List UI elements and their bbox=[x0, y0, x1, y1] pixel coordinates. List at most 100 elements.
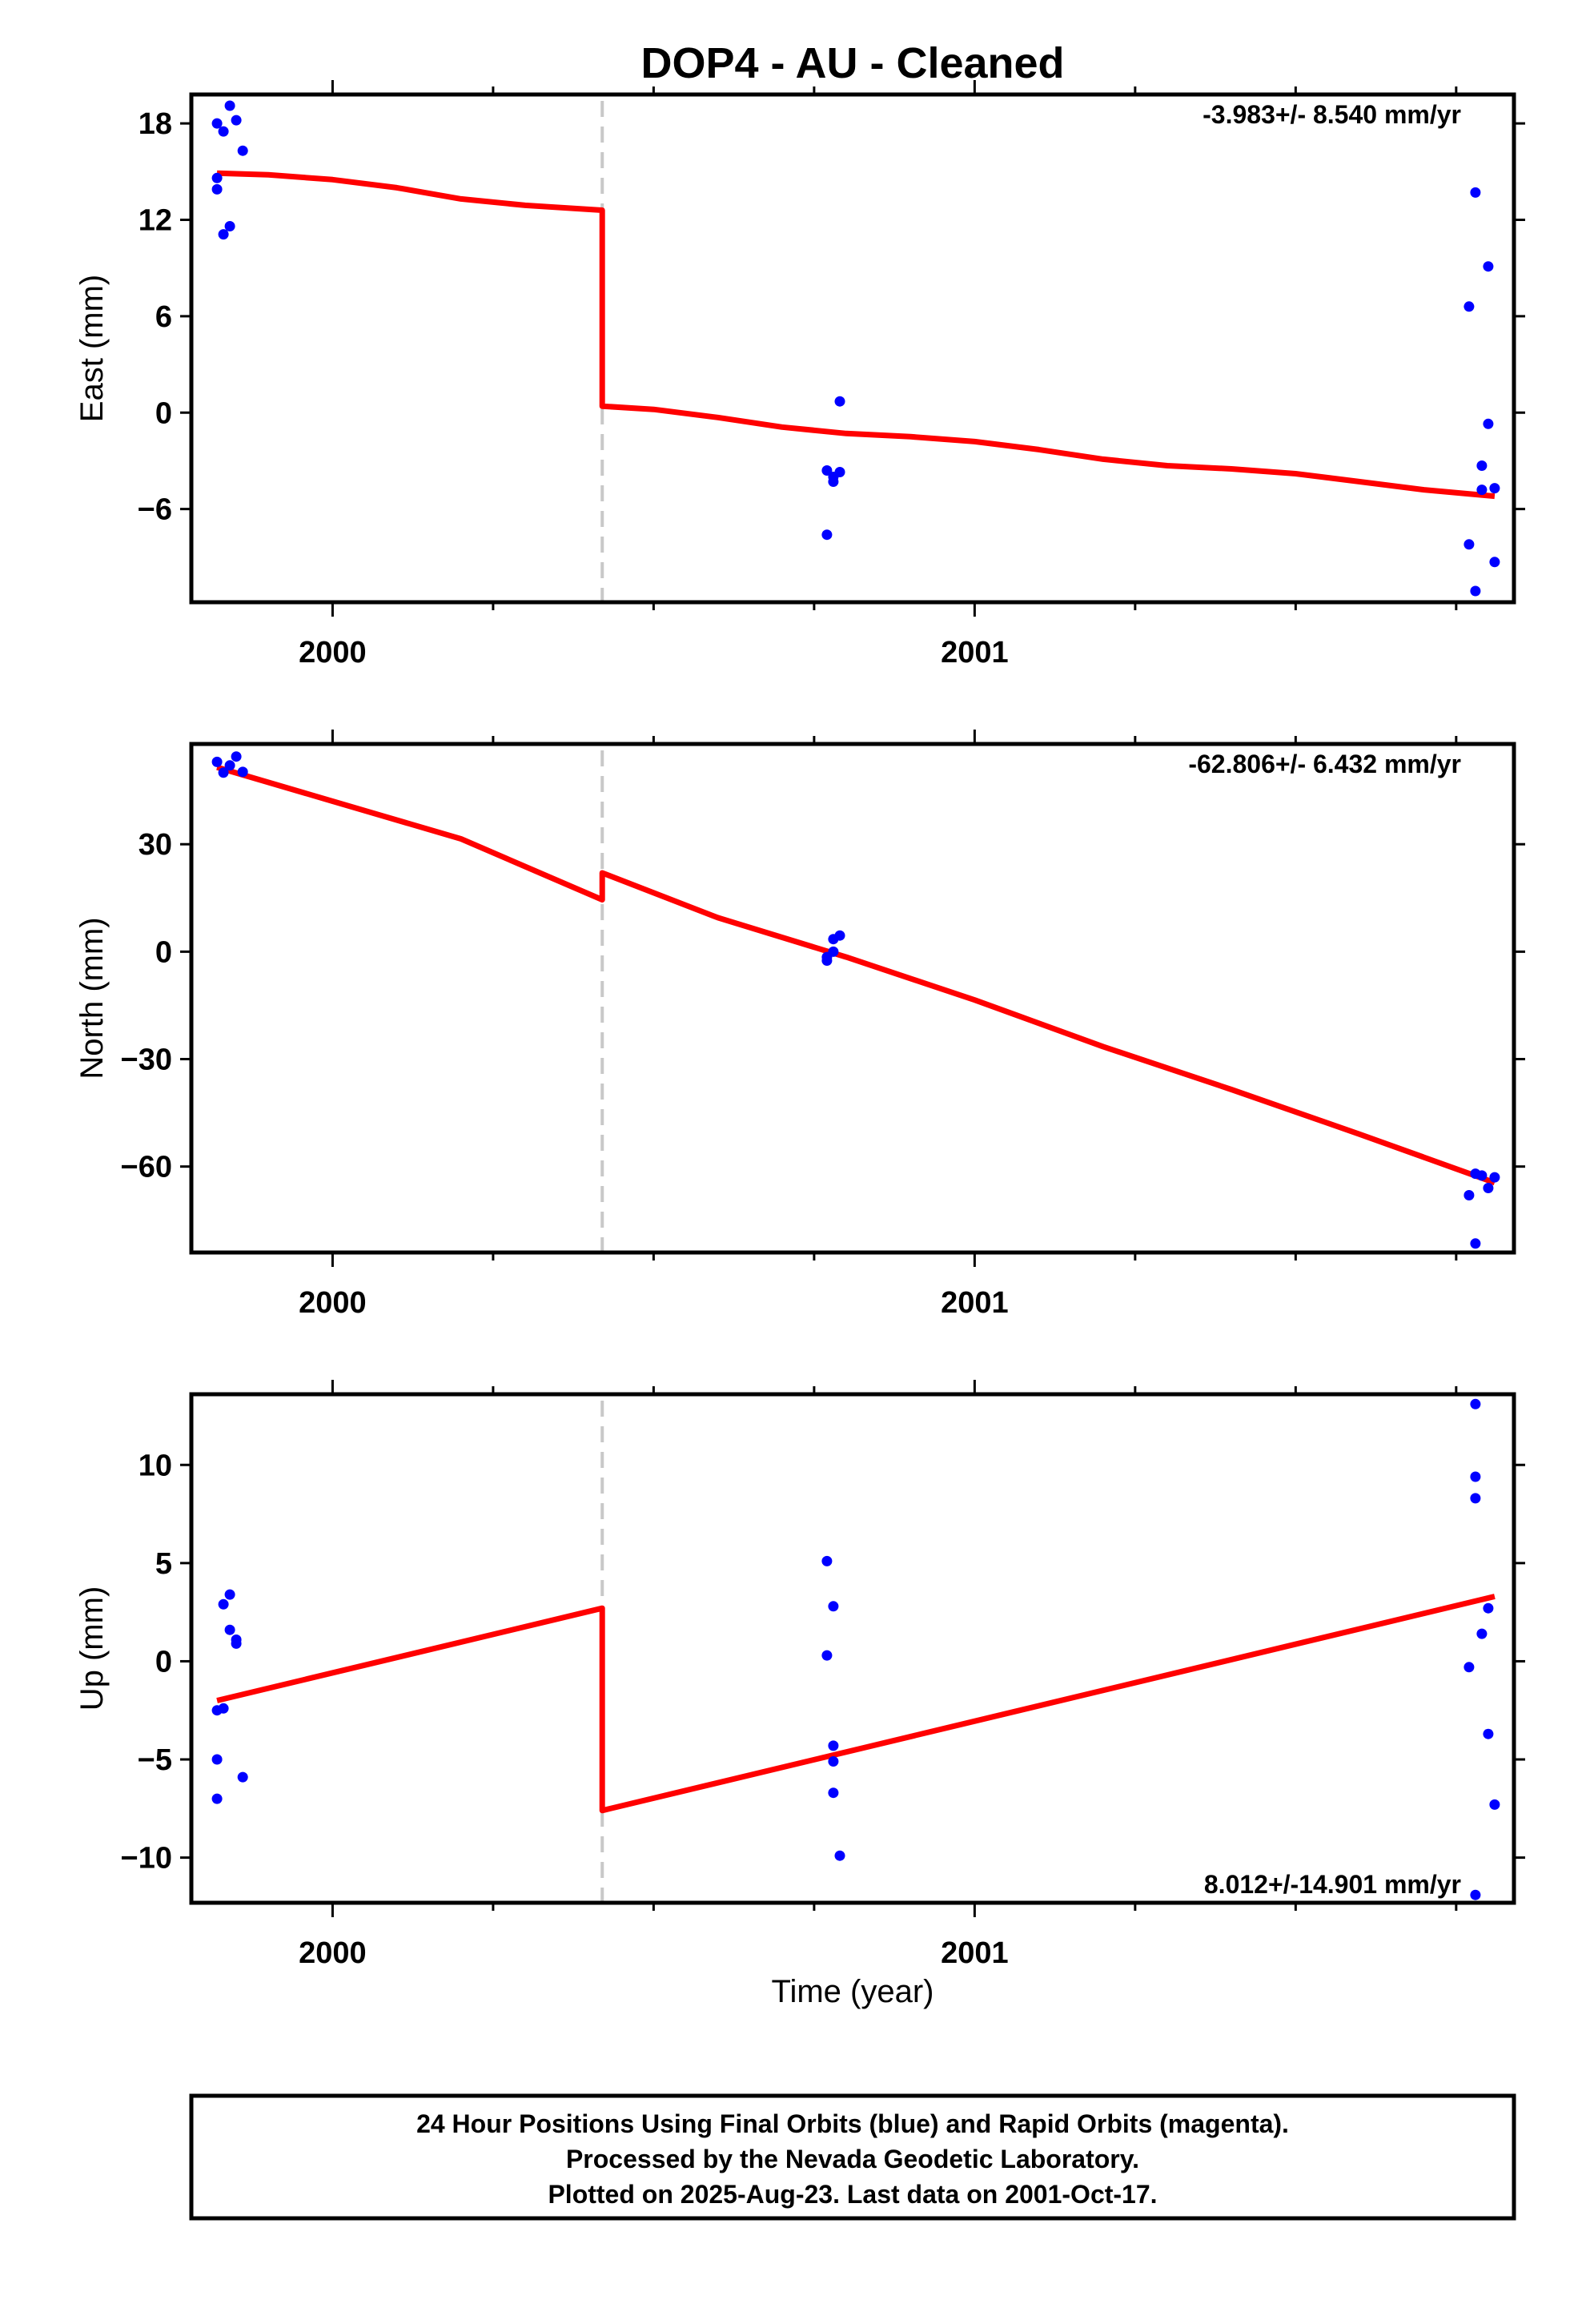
data-point bbox=[1464, 539, 1475, 550]
y-tick-label: −10 bbox=[121, 1842, 172, 1876]
data-point bbox=[1483, 418, 1494, 429]
y-tick-label: −6 bbox=[138, 493, 172, 527]
data-point bbox=[1489, 557, 1500, 568]
footer-line-2: Processed by the Nevada Geodetic Laborat… bbox=[566, 2145, 1139, 2173]
data-point bbox=[1470, 187, 1481, 198]
x-tick-label: 2001 bbox=[941, 1286, 1009, 1320]
data-point bbox=[1464, 301, 1475, 312]
x-tick-label: 2000 bbox=[299, 1936, 367, 1970]
plot-frame bbox=[189, 92, 1516, 605]
data-point bbox=[1489, 1172, 1500, 1183]
data-point bbox=[237, 766, 248, 778]
north-panel: 30 0 −30 −60 2000 2001 North (mm) -62.806+/- 6.… bbox=[74, 730, 1525, 1320]
data-point bbox=[1489, 483, 1500, 494]
data-point bbox=[1483, 1183, 1494, 1193]
data-point bbox=[1470, 1398, 1481, 1409]
data-point bbox=[828, 1740, 839, 1751]
y-axis-label: Up (mm) bbox=[74, 1586, 110, 1711]
footer-line-1: 24 Hour Positions Using Final Orbits (bl… bbox=[416, 2109, 1289, 2138]
data-point bbox=[1483, 261, 1494, 272]
data-point bbox=[237, 145, 248, 156]
x-tick-label: 2001 bbox=[941, 636, 1009, 669]
data-point bbox=[224, 221, 235, 231]
data-point bbox=[828, 1601, 839, 1612]
y-tick-label: −60 bbox=[121, 1151, 172, 1184]
y-tick-label: 30 bbox=[139, 828, 172, 862]
data-point bbox=[1483, 1602, 1494, 1614]
y-axis-label: North (mm) bbox=[74, 917, 110, 1079]
data-point bbox=[821, 1650, 833, 1661]
y-axis-label: East (mm) bbox=[74, 275, 110, 422]
y-tick-label: 5 bbox=[155, 1547, 172, 1581]
data-point bbox=[211, 1754, 223, 1765]
data-point bbox=[218, 126, 229, 137]
data-point bbox=[231, 115, 242, 126]
east-panel: 18 12 6 0 −6 2000 2001 East (mm) -3.983+/- 8.540… bbox=[74, 80, 1525, 669]
data-point bbox=[821, 955, 833, 966]
plot-frame bbox=[189, 742, 1516, 1255]
footer-frame bbox=[189, 2093, 1516, 2221]
data-point bbox=[828, 946, 839, 957]
data-point bbox=[224, 100, 235, 111]
data-point bbox=[1483, 1728, 1494, 1739]
data-point bbox=[828, 1756, 839, 1767]
data-point bbox=[224, 760, 235, 771]
data-point bbox=[1470, 1493, 1481, 1504]
rate-label: -3.983+/- 8.540 mm/yr bbox=[1203, 100, 1461, 129]
data-point bbox=[834, 1850, 845, 1861]
data-point bbox=[1476, 1628, 1488, 1639]
data-point bbox=[821, 529, 833, 541]
data-point bbox=[1476, 460, 1488, 471]
rate-label: 8.012+/-14.901 mm/yr bbox=[1204, 1870, 1461, 1899]
data-point bbox=[211, 118, 223, 129]
x-tick-label: 2000 bbox=[299, 636, 367, 669]
data-point bbox=[237, 1771, 248, 1783]
data-point bbox=[224, 1624, 235, 1635]
data-point bbox=[218, 1703, 229, 1714]
data-point bbox=[211, 183, 223, 195]
data-point bbox=[828, 476, 839, 487]
data-point bbox=[1464, 1662, 1475, 1673]
plot-frame bbox=[189, 1392, 1516, 1905]
rate-label: -62.806+/- 6.432 mm/yr bbox=[1188, 750, 1461, 778]
footer-box: 24 Hour Positions Using Final Orbits (bl… bbox=[189, 2093, 1516, 2221]
data-point bbox=[231, 751, 242, 762]
footer-line-3: Plotted on 2025-Aug-23. Last data on 200… bbox=[548, 2180, 1157, 2209]
data-point bbox=[1489, 1799, 1500, 1810]
data-point bbox=[218, 767, 229, 778]
y-tick-label: 18 bbox=[139, 107, 172, 141]
data-point bbox=[211, 1793, 223, 1804]
fit-line bbox=[216, 1594, 1496, 1814]
data-point bbox=[1470, 585, 1481, 597]
data-point bbox=[1470, 1471, 1481, 1482]
up-panel: 10 5 0 −5 −10 2000 2001 Up (mm) 8.012+/-14.901 m… bbox=[74, 1380, 1525, 1970]
y-tick-label: 0 bbox=[155, 396, 172, 430]
x-tick-label: 2000 bbox=[299, 1286, 367, 1320]
chart-title: DOP4 - AU - Cleaned bbox=[640, 39, 1064, 87]
y-tick-label: −5 bbox=[138, 1743, 172, 1777]
y-tick-label: 6 bbox=[155, 300, 172, 334]
x-tick-label: 2001 bbox=[941, 1936, 1009, 1970]
y-tick-label: 0 bbox=[155, 1645, 172, 1679]
data-point bbox=[211, 756, 223, 767]
data-point bbox=[834, 930, 845, 941]
fit-line bbox=[216, 170, 1496, 500]
y-tick-label: −30 bbox=[121, 1043, 172, 1077]
data-point bbox=[211, 172, 223, 183]
y-tick-label: 12 bbox=[139, 203, 172, 237]
data-point bbox=[1470, 1238, 1481, 1249]
y-tick-label: 0 bbox=[155, 935, 172, 969]
x-axis-label: Time (year) bbox=[772, 1974, 934, 2009]
data-point bbox=[1476, 485, 1488, 496]
data-point bbox=[218, 1598, 229, 1610]
data-point bbox=[821, 465, 833, 476]
data-point bbox=[834, 396, 845, 407]
data-point bbox=[231, 1638, 242, 1649]
data-point bbox=[224, 1589, 235, 1600]
data-point bbox=[1470, 1168, 1481, 1180]
data-point bbox=[1464, 1190, 1475, 1200]
data-point bbox=[828, 1787, 839, 1799]
data-point bbox=[821, 1555, 833, 1566]
data-point bbox=[218, 229, 229, 240]
